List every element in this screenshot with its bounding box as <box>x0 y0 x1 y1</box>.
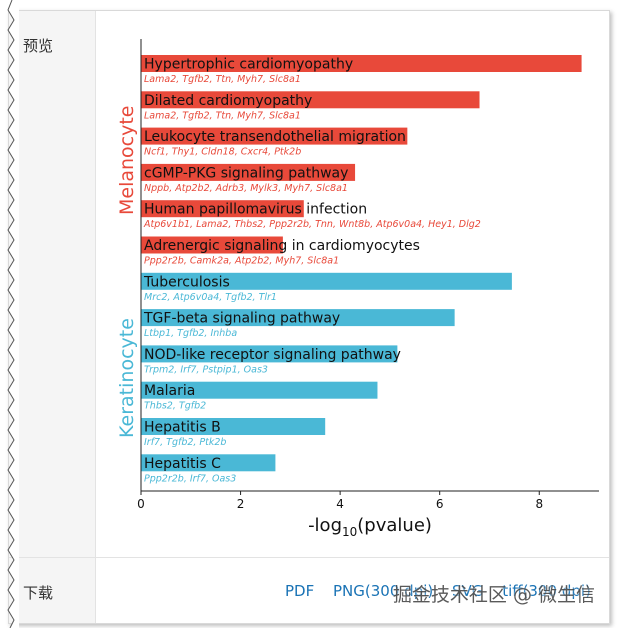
gene-list-label: Ppp2r2b, Irf7, Oas3 <box>144 473 236 484</box>
pathway-label: Adrenergic signaling in cardiomyocytes <box>144 238 420 254</box>
x-axis-title-unit: (pvalue) <box>357 515 432 536</box>
preview-label-cell: 预览 <box>9 11 96 557</box>
x-tick-label: 4 <box>336 497 344 511</box>
gene-list-label: Ncf1, Thy1, Cldn18, Cxcr4, Ptk2b <box>144 147 301 158</box>
pathway-label: Tuberculosis <box>143 274 230 290</box>
gene-list-label: Nppb, Atp2b2, Adrb3, Mylk3, Myh7, Slc8a1 <box>144 183 348 194</box>
download-pdf-link[interactable]: PDF <box>285 582 315 600</box>
group-label-keratinocyte: Keratinocyte <box>116 318 138 438</box>
bar-melanocyte-4 <box>141 200 304 218</box>
bar-melanocyte-2 <box>141 127 408 145</box>
x-tick-label: 6 <box>436 497 444 511</box>
gene-list-label: Irf7, Tgfb2, Ptk2b <box>144 437 226 448</box>
download-links: PDF PNG(300 dpi) SVG tiff(300 dpi) <box>285 582 605 600</box>
gene-list-label: Thbs2, Tgfb2 <box>144 401 206 412</box>
pathway-label: Hepatitis C <box>144 456 221 472</box>
gene-list-label: Ltbp1, Tgfb2, Inhba <box>144 328 237 339</box>
gene-list-label: Ppp2r2b, Camk2a, Atp2b2, Myh7, Slc8a1 <box>144 256 339 267</box>
torn-edge-decoration <box>7 0 19 628</box>
bar-melanocyte-0 <box>141 55 582 72</box>
pathway-label: Dilated cardiomyopathy <box>144 93 312 109</box>
bar-keratinocyte-5 <box>141 454 276 472</box>
bar-keratinocyte-4 <box>141 418 326 435</box>
download-row: 下载 PDF PNG(300 dpi) SVG tiff(300 dpi) 掘金… <box>9 558 609 623</box>
watermark-text: 掘金技术社区 @ 微生信 <box>392 584 595 606</box>
pathway-label: NOD-like receptor signaling pathway <box>144 347 401 363</box>
preview-label: 预览 <box>23 37 54 55</box>
gene-list-label: Atp6v1b1, Lama2, Thbs2, Ppp2r2b, Tnn, Wn… <box>143 219 481 230</box>
pathway-label: Human papillomavirus infection <box>144 202 367 218</box>
bar-keratinocyte-2 <box>141 345 398 363</box>
download-tiff-link[interactable]: tiff(300 dpi) <box>502 582 591 600</box>
x-axis-title-main: -log <box>308 515 342 536</box>
gene-list-label: Lama2, Tgfb2, Ttn, Myh7, Slc8a1 <box>144 110 301 121</box>
gene-list-label: Lama2, Tgfb2, Ttn, Myh7, Slc8a1 <box>144 74 301 85</box>
pathway-label: Hepatitis B <box>144 420 221 436</box>
bar-keratinocyte-0 <box>141 272 512 290</box>
pathway-label: Hypertrophic cardiomyopathy <box>144 57 353 73</box>
x-tick-label: 0 <box>137 497 145 511</box>
pathway-label: Malaria <box>144 383 195 399</box>
bar-melanocyte-1 <box>141 91 480 109</box>
figure-card: 预览 Hypertrophic cardiomyopathy Lama2, Tgf… <box>8 10 610 624</box>
bar-melanocyte-3 <box>141 163 356 181</box>
x-tick-label: 8 <box>535 497 543 511</box>
download-label: 下载 <box>23 584 54 602</box>
pathway-label: cGMP-PKG signaling pathway <box>144 165 348 181</box>
pathway-label: Leukocyte transendothelial migration <box>144 129 406 145</box>
gene-list-label: Trpm2, Irf7, Pstpip1, Oas3 <box>144 364 268 375</box>
x-tick-label: 2 <box>237 497 245 511</box>
download-png-link[interactable]: PNG(300 dpi) <box>333 582 434 600</box>
x-axis-title-subscript: 10 <box>342 525 357 539</box>
group-label-melanocyte: Melanocyte <box>116 105 138 215</box>
x-axis-title: -log10(pvalue) <box>308 515 432 539</box>
gene-list-label: Mrc2, Atp6v0a4, Tgfb2, Tlr1 <box>144 292 277 303</box>
bar-keratinocyte-3 <box>141 381 378 399</box>
download-svg-link[interactable]: SVG <box>452 582 484 600</box>
bar-keratinocyte-1 <box>141 309 455 327</box>
preview-row: 预览 Hypertrophic cardiomyopathy Lama2, Tgf… <box>9 11 609 558</box>
download-label-cell: 下载 <box>9 558 96 623</box>
bar-melanocyte-5 <box>141 236 283 254</box>
pathway-label: TGF-beta signaling pathway <box>143 311 340 327</box>
